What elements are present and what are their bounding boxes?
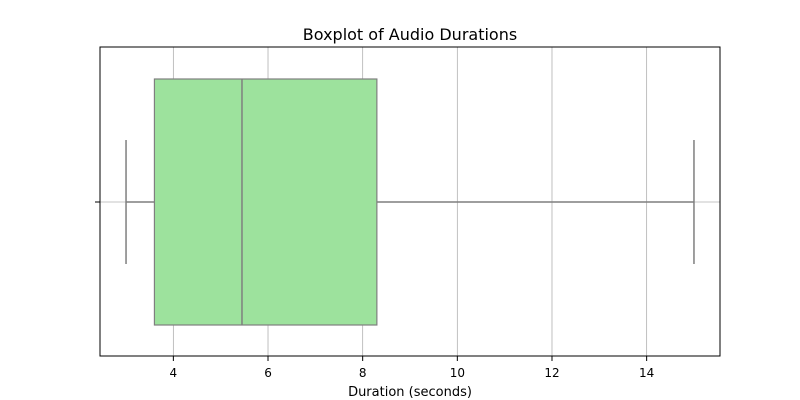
x-tick-label: 6: [264, 366, 272, 380]
x-axis-ticks: 4 6 8 10 12 14: [170, 356, 654, 380]
x-tick-label: 8: [359, 366, 367, 380]
x-tick-label: 10: [450, 366, 465, 380]
chart-title: Boxplot of Audio Durations: [303, 25, 517, 44]
x-tick-label: 14: [639, 366, 654, 380]
x-tick-label: 12: [544, 366, 559, 380]
x-tick-label: 4: [170, 366, 178, 380]
iqr-box: [153, 78, 378, 326]
x-axis-label: Duration (seconds): [348, 385, 472, 400]
boxplot-series: [125, 78, 695, 326]
